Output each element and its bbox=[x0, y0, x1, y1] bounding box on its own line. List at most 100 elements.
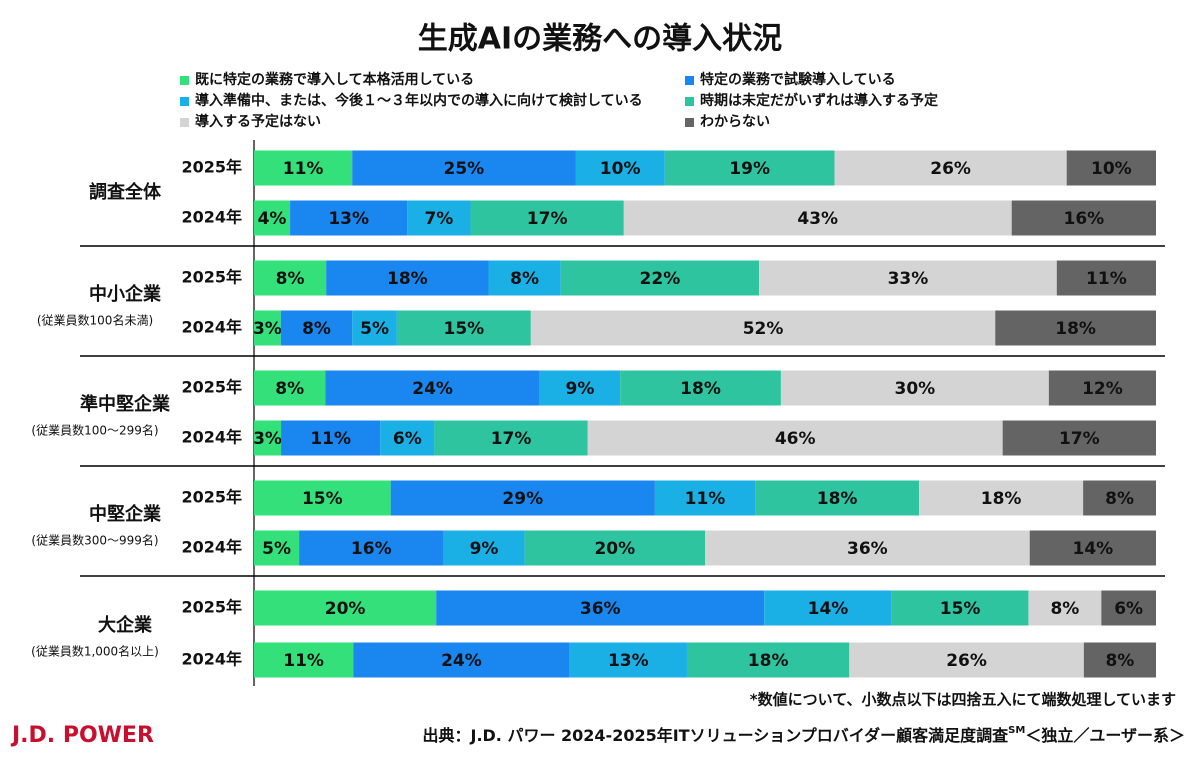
data-label: 24% bbox=[412, 379, 453, 399]
source: 出典：J.D. パワー 2024-2025年ITソリューションプロバイダー顧客満… bbox=[422, 725, 1185, 745]
data-label: 6% bbox=[1114, 599, 1143, 619]
bar-segment bbox=[326, 260, 489, 296]
data-label: 5% bbox=[360, 319, 389, 339]
y-tick-label: 2024年 bbox=[181, 318, 242, 337]
bar-segment bbox=[780, 370, 1049, 406]
bar-segment bbox=[524, 530, 705, 566]
bar-segment bbox=[849, 642, 1084, 678]
data-label: 17% bbox=[491, 429, 532, 449]
data-label: 18% bbox=[387, 269, 428, 289]
legend-label: 導入する予定はない bbox=[195, 113, 321, 130]
legend-swatch bbox=[685, 118, 694, 127]
bar-segment bbox=[325, 370, 540, 406]
source-text: 出典：J.D. パワー 2024-2025年ITソリューションプロバイダー顧客満… bbox=[422, 726, 1008, 745]
data-label: 12% bbox=[1082, 379, 1123, 399]
bar-segment bbox=[1028, 590, 1102, 626]
bar-segment bbox=[254, 200, 291, 236]
y-tick-label: 2024年 bbox=[181, 650, 242, 669]
data-label: 16% bbox=[1063, 209, 1104, 229]
bar-segment bbox=[891, 590, 1029, 626]
bar-segment bbox=[290, 200, 408, 236]
data-label: 26% bbox=[946, 651, 987, 671]
bar-segment bbox=[254, 642, 354, 678]
footnote: *数値について、小数点以下は四捨五入にて端数処理しています bbox=[750, 691, 1176, 709]
data-label: 8% bbox=[275, 379, 304, 399]
chart-title: 生成AIの業務への導入状況 bbox=[418, 22, 782, 57]
bar-segment bbox=[623, 200, 1012, 236]
group-label: 調査全体 bbox=[89, 181, 162, 203]
y-tick-label: 2025年 bbox=[181, 598, 242, 617]
data-label: 24% bbox=[441, 651, 482, 671]
data-label: 8% bbox=[1105, 489, 1134, 509]
data-label: 15% bbox=[940, 599, 981, 619]
source-sup: SM bbox=[1008, 725, 1025, 736]
data-label: 10% bbox=[1091, 159, 1132, 179]
bar-segment bbox=[470, 200, 624, 236]
data-label: 8% bbox=[510, 269, 539, 289]
legend-label: わからない bbox=[700, 114, 770, 130]
legend-swatch bbox=[685, 76, 694, 85]
data-label: 18% bbox=[1055, 319, 1096, 339]
data-label: 16% bbox=[351, 539, 392, 559]
legend-label: 既に特定の業務で導入して本格活用している bbox=[195, 71, 474, 88]
legend-swatch bbox=[180, 97, 189, 106]
data-label: 18% bbox=[748, 651, 789, 671]
data-label: 6% bbox=[393, 429, 422, 449]
data-label: 33% bbox=[888, 269, 929, 289]
data-label: 13% bbox=[328, 209, 369, 229]
data-label: 7% bbox=[424, 209, 453, 229]
bar-segment bbox=[488, 260, 561, 296]
data-label: 10% bbox=[600, 159, 641, 179]
bar-segment bbox=[1029, 530, 1156, 566]
group-note: (従業員数300～999名) bbox=[31, 533, 158, 548]
legend-swatch bbox=[180, 76, 189, 85]
bar-segment bbox=[560, 260, 760, 296]
bar-segment bbox=[1101, 590, 1156, 626]
data-label: 18% bbox=[817, 489, 858, 509]
data-label: 36% bbox=[580, 599, 621, 619]
bar-segment bbox=[1048, 370, 1156, 406]
data-label: 18% bbox=[680, 379, 721, 399]
group-label: 中堅企業 bbox=[89, 503, 162, 525]
bar-segment bbox=[686, 642, 850, 678]
bar-segment bbox=[352, 150, 576, 186]
logo: J.D. POWER bbox=[10, 723, 154, 748]
bar-segment bbox=[254, 420, 282, 456]
bar-segment bbox=[1011, 200, 1156, 236]
group-label: 中小企業 bbox=[89, 283, 162, 305]
data-label: 22% bbox=[640, 269, 681, 289]
bar-segment bbox=[254, 370, 326, 406]
data-label: 26% bbox=[930, 159, 971, 179]
data-label: 11% bbox=[310, 429, 351, 449]
data-label: 5% bbox=[262, 539, 291, 559]
bar-segment bbox=[1002, 420, 1156, 456]
bar-segment bbox=[254, 530, 300, 566]
bar-segment bbox=[434, 420, 588, 456]
bar-segment bbox=[995, 310, 1156, 346]
y-tick-label: 2024年 bbox=[181, 428, 242, 447]
bar-segment bbox=[919, 480, 1084, 516]
y-tick-label: 2024年 bbox=[181, 538, 242, 557]
group-note: (従業員数1,000名以上) bbox=[31, 644, 159, 659]
bar-segment bbox=[1056, 260, 1156, 296]
bar-segment bbox=[396, 310, 531, 346]
data-label: 20% bbox=[594, 539, 635, 559]
data-label: 11% bbox=[283, 651, 324, 671]
bar-segment bbox=[407, 200, 471, 236]
data-label: 8% bbox=[1050, 599, 1079, 619]
data-label: 4% bbox=[258, 209, 287, 229]
data-label: 9% bbox=[470, 539, 499, 559]
data-label: 20% bbox=[325, 599, 366, 619]
data-label: 8% bbox=[276, 269, 305, 289]
data-label: 11% bbox=[685, 489, 726, 509]
bar-segment bbox=[443, 530, 525, 566]
bar-segment bbox=[254, 480, 391, 516]
bar-segment bbox=[1083, 642, 1156, 678]
bar-segment bbox=[254, 260, 327, 296]
bar-segment bbox=[299, 530, 444, 566]
data-label: 9% bbox=[566, 379, 595, 399]
y-tick-label: 2025年 bbox=[181, 158, 242, 177]
y-tick-label: 2024年 bbox=[181, 208, 242, 227]
data-label: 8% bbox=[1105, 651, 1134, 671]
